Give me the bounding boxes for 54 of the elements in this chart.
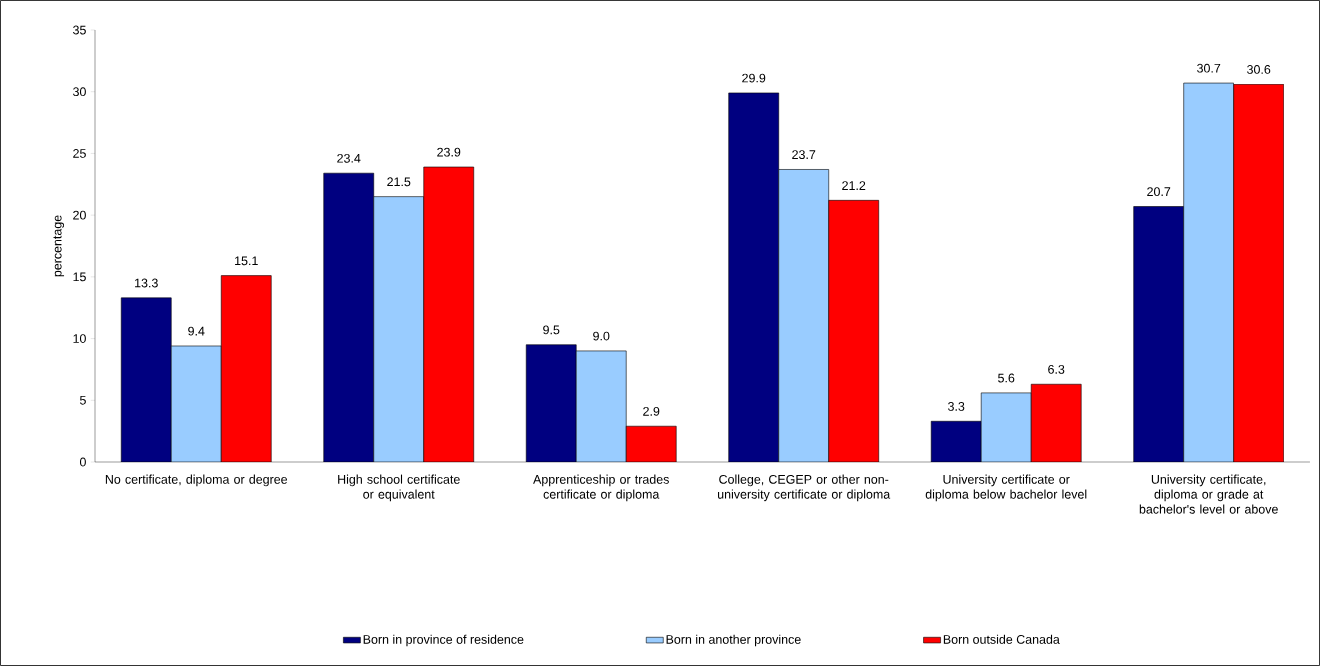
bar: [931, 421, 982, 462]
y-tick-label: 25: [73, 149, 86, 158]
data-label: 13.3: [135, 278, 158, 288]
bar: [526, 344, 577, 462]
x-tick-label: No certificate, diploma or degree: [105, 474, 288, 487]
bar: [373, 196, 424, 462]
legend-label: Born in another province: [666, 634, 801, 647]
data-label: 20.7: [1147, 187, 1171, 197]
bar: [221, 275, 272, 462]
data-label: 23.4: [337, 153, 361, 163]
bar: [626, 426, 677, 462]
data-label: 9.0: [593, 331, 610, 341]
data-label: 23.9: [437, 147, 461, 157]
bar: [981, 392, 1032, 462]
legend-label: Born in province of residence: [363, 634, 524, 647]
bar: [778, 169, 829, 462]
data-label: 9.5: [543, 325, 560, 335]
bar: [171, 345, 222, 462]
x-tick-label: University certificate or diploma below bachelor level: [925, 474, 1087, 502]
x-tick-label: College, CEGEP or other non-university certificate or diploma: [718, 474, 891, 502]
bar: [576, 350, 627, 462]
y-tick-label: 15: [73, 272, 86, 282]
data-label: 30.7: [1197, 63, 1221, 73]
data-label: 2.9: [643, 406, 660, 416]
legend-label: Born outside Canada: [943, 634, 1060, 644]
bar: [828, 200, 879, 462]
bar: [728, 92, 779, 462]
data-label: 3.3: [948, 402, 965, 411]
data-label: 23.7: [792, 150, 816, 160]
bar: [121, 297, 172, 462]
x-tick-label: Apprenticeship or trades certificate or diploma: [533, 474, 669, 502]
bar: [1233, 84, 1284, 462]
y-axis-title: percentage: [53, 215, 65, 277]
data-label: 5.6: [998, 373, 1015, 383]
y-tick-label: 5: [79, 395, 86, 405]
y-tick-label: 10: [73, 334, 86, 343]
x-tick-label: University certificate, diploma or grade at bachelor's level or above: [1139, 474, 1278, 514]
data-label: 29.9: [742, 73, 766, 83]
data-label: 9.4: [188, 326, 205, 336]
y-tick-label: 20: [73, 210, 86, 220]
bar: [423, 167, 474, 462]
y-tick-label: 35: [73, 25, 86, 35]
data-label: 21.2: [842, 181, 866, 190]
bar: [323, 173, 374, 462]
bar: [1133, 206, 1184, 462]
bar: [1183, 82, 1234, 462]
y-tick-label: 0: [79, 457, 86, 467]
data-label: 30.6: [1247, 65, 1271, 74]
bar: [1031, 384, 1082, 462]
data-label: 21.5: [387, 177, 411, 187]
x-tick-label: High school certificate or equivalent: [338, 474, 460, 502]
data-label: 6.3: [1048, 364, 1065, 374]
y-tick-label: 30: [73, 87, 86, 97]
data-label: 15.1: [235, 256, 258, 266]
